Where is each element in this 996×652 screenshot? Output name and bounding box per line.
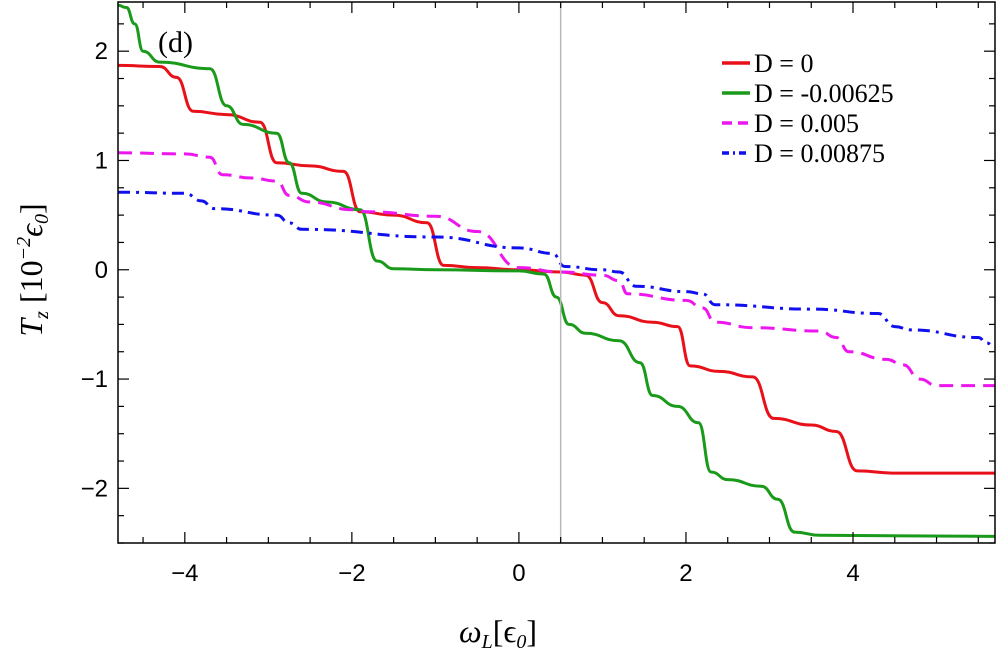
ticks-layer: −4 −2 0 2 4 −2 −1 0 1 2 <box>81 2 995 587</box>
series-layer <box>117 3 996 538</box>
y-tick-label: 0 <box>95 257 108 284</box>
y-tick-label: 2 <box>95 38 108 65</box>
legend-label-1: D = 0 <box>754 49 813 78</box>
x-tick-label: 4 <box>846 560 859 587</box>
legend-label-4: D = 0.00875 <box>754 139 885 168</box>
y-tick-label: 1 <box>95 147 108 174</box>
y-tick-label: −2 <box>81 475 108 502</box>
series-line-1 <box>117 63 995 475</box>
panel-label: (d) <box>158 26 193 59</box>
x-tick-label: −4 <box>171 560 198 587</box>
legend-label-3: D = 0.005 <box>754 109 859 138</box>
series-line-4 <box>117 190 996 349</box>
y-tick-label: −1 <box>81 366 108 393</box>
series-line-3 <box>117 151 995 388</box>
legend-label-2: D = -0.00625 <box>754 79 894 108</box>
x-tick-label: 2 <box>679 560 692 587</box>
plot-frame <box>117 1 996 544</box>
x-axis-label: ωL[ϵ0] <box>459 613 537 652</box>
x-tick-label: −2 <box>338 560 365 587</box>
x-tick-label: 0 <box>512 560 525 587</box>
series-line-2 <box>117 3 996 538</box>
y-axis-label: Tz [10−2ϵ0] <box>13 203 53 336</box>
